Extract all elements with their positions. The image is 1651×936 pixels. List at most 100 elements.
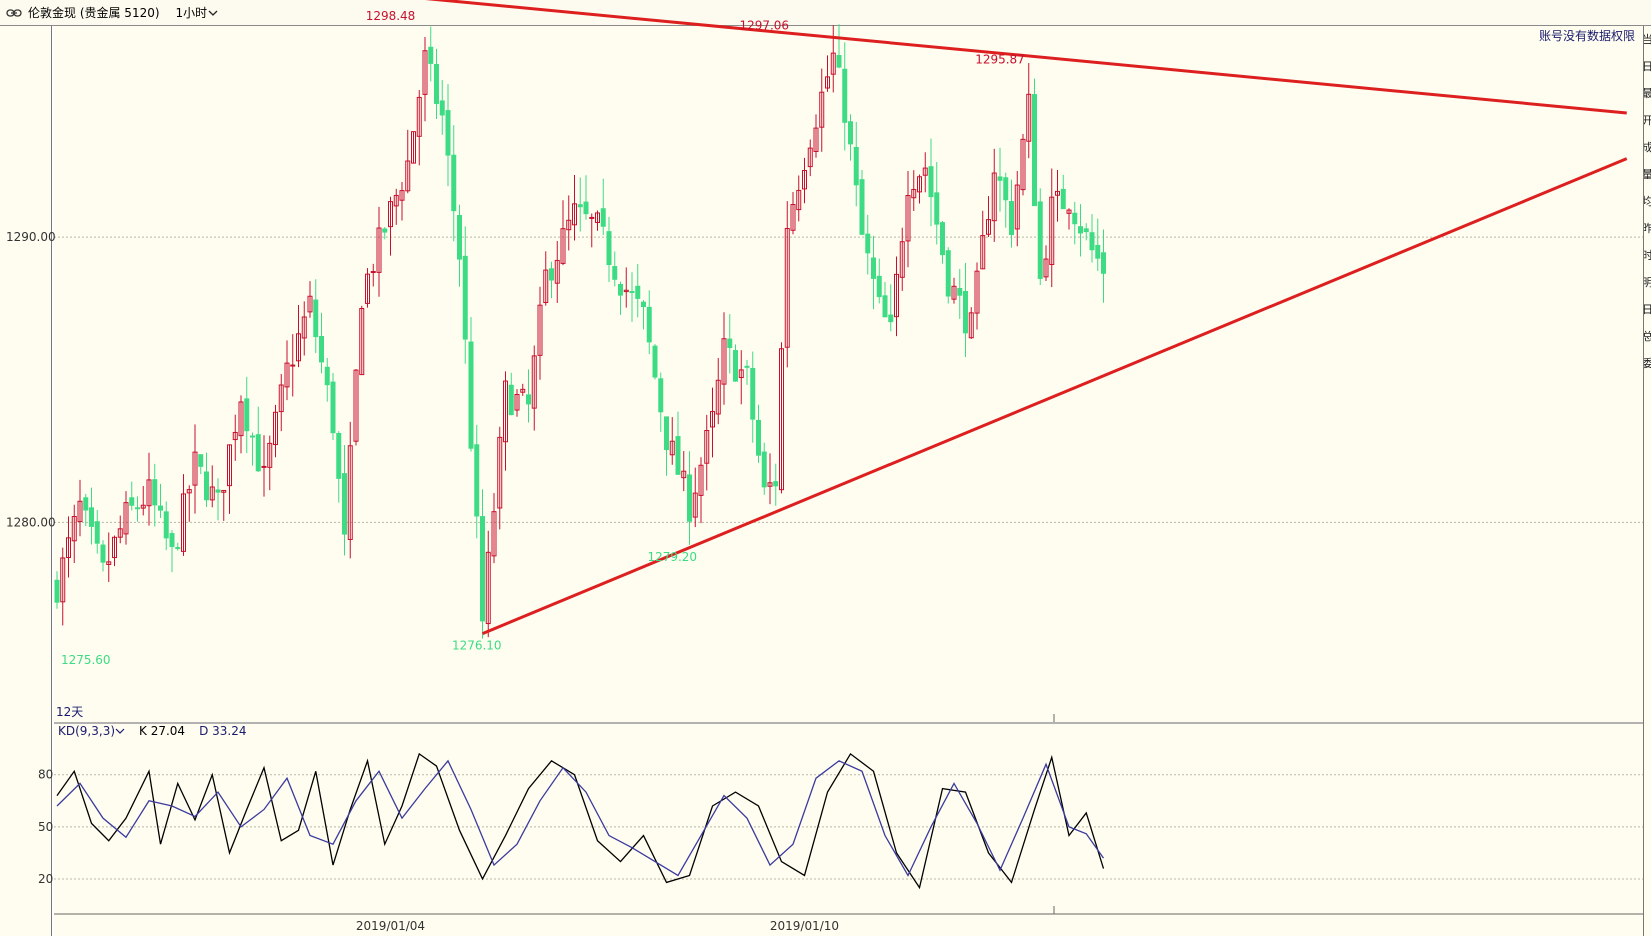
candle-body <box>278 384 284 413</box>
d-value: D 33.24 <box>199 724 247 738</box>
candle-body <box>468 341 474 449</box>
right-strip-char: 时 <box>1644 242 1651 269</box>
candle-body <box>221 489 227 493</box>
date-tick-label: 2019/01/04 <box>356 919 425 933</box>
candle-body <box>1003 177 1009 201</box>
candle-body <box>577 204 583 208</box>
candle-body <box>744 365 750 368</box>
candle-body <box>980 235 986 270</box>
candle-body <box>963 290 968 334</box>
price-annotation: 1279.20 <box>647 550 697 564</box>
candle-body <box>531 355 537 409</box>
candle-body <box>1089 232 1095 251</box>
candle-body <box>738 369 744 379</box>
candle-body <box>549 268 554 281</box>
chart-toolbar: 伦敦金现 (贵金属 5120) 1小时 <box>0 0 1651 26</box>
candle-body <box>112 536 117 559</box>
candle-body <box>658 378 664 413</box>
price-tick-label: 1280.00 <box>6 515 56 529</box>
candle-body <box>411 131 416 164</box>
candle-body <box>865 233 871 254</box>
candle-body <box>692 492 698 518</box>
candle-body <box>405 160 411 192</box>
candle-body <box>399 190 405 201</box>
chevron-down-icon <box>115 728 125 734</box>
candle-body <box>485 551 491 625</box>
candle-body <box>204 471 209 501</box>
candle-body <box>100 544 106 563</box>
candle-body <box>342 473 347 535</box>
candle-body <box>181 493 186 552</box>
candle-body <box>140 504 146 509</box>
candle-body <box>186 489 192 494</box>
candle-body <box>687 474 692 522</box>
candle-body <box>227 444 232 487</box>
candle-body <box>60 557 66 603</box>
candle-body <box>296 333 301 362</box>
candle-body <box>1026 93 1032 142</box>
candles-group <box>54 24 1106 639</box>
right-strip-char: 昨 <box>1644 215 1651 242</box>
candle-body <box>589 216 595 219</box>
candle-body <box>330 381 336 434</box>
candle-body <box>779 348 784 491</box>
kd-legend: KD(9,3,3) K 27.04 D 33.24 <box>58 724 246 738</box>
candle-body <box>750 367 756 420</box>
candle-body <box>957 287 963 296</box>
x-axis-bg <box>54 914 1643 936</box>
candle-body <box>376 227 382 273</box>
candle-body <box>232 431 238 441</box>
candle-body <box>54 579 60 603</box>
candle-body <box>727 338 733 348</box>
candle-body <box>158 505 163 511</box>
kd-tick-label: 50 <box>38 820 53 834</box>
candle-body <box>169 533 175 547</box>
candle-body <box>675 436 681 475</box>
right-strip-char: 开 <box>1644 107 1651 134</box>
candle-body <box>1066 209 1072 214</box>
candle-body <box>388 201 393 228</box>
candle-body <box>698 464 704 496</box>
candle-body <box>899 241 905 278</box>
candle-body <box>273 411 278 446</box>
candle-body <box>554 259 560 284</box>
right-strip-char: 明 <box>1644 269 1651 296</box>
link-icon[interactable] <box>6 8 24 18</box>
price-annotation: 1275.60 <box>61 653 111 667</box>
candle-body <box>480 516 485 622</box>
no-data-permission-notice: 账号没有数据权限 <box>1538 29 1635 43</box>
candle-body <box>117 528 123 538</box>
right-strip-char: 成 <box>1644 134 1651 161</box>
candle-body <box>905 195 911 242</box>
candle-body <box>991 172 997 222</box>
indicator-selector[interactable]: KD(9,3,3) <box>58 724 125 738</box>
timeframe-label: 1小时 <box>175 6 208 20</box>
candle-body <box>1043 258 1049 278</box>
candle-body <box>773 481 779 487</box>
trendline <box>481 157 1628 635</box>
candle-body <box>497 436 503 509</box>
candle-body <box>106 561 112 565</box>
candle-body <box>951 285 957 300</box>
candle-body <box>198 454 204 467</box>
right-strip-char: 日 <box>1644 296 1651 323</box>
right-strip-char: 量 <box>1644 161 1651 188</box>
candle-body <box>514 393 520 411</box>
candle-body <box>250 435 255 438</box>
candle-body <box>623 289 629 293</box>
candle-body <box>612 266 618 280</box>
candle-body <box>347 445 353 541</box>
candle-body <box>359 307 365 376</box>
candle-body <box>422 50 428 95</box>
price-annotation: 1297.06 <box>739 19 789 33</box>
candle-body <box>934 192 940 225</box>
candle-body <box>853 146 859 186</box>
kd-tick-label: 80 <box>38 768 53 782</box>
candle-body <box>871 257 876 279</box>
price-annotation: 1276.10 <box>452 639 502 653</box>
candle-body <box>163 511 169 539</box>
d-line <box>56 759 1105 877</box>
candle-body <box>290 364 296 367</box>
timeframe-dropdown[interactable]: 1小时 <box>176 4 220 21</box>
